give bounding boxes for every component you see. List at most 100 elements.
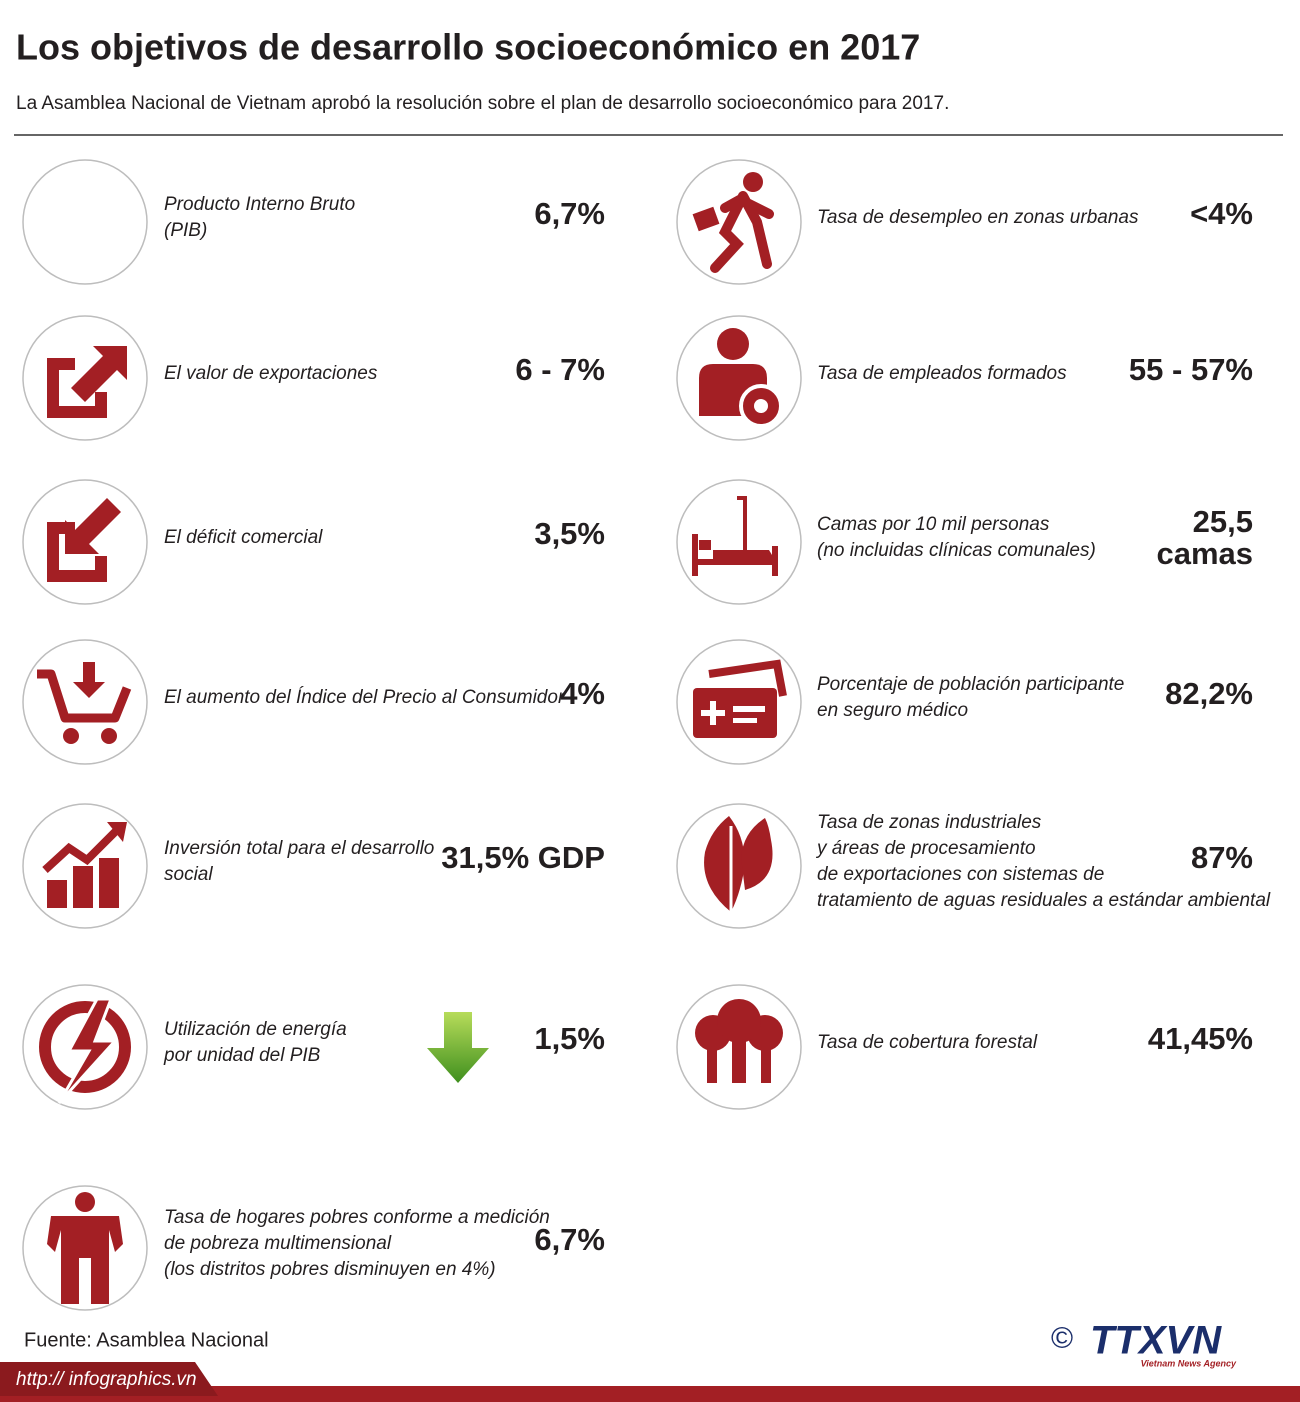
icon-shape (741, 818, 773, 890)
icon-shape (754, 399, 768, 413)
url: http:// infographics.vn (16, 1369, 197, 1390)
icon-shape (71, 346, 127, 402)
icon (693, 659, 787, 738)
item-label: tratamiento de aguas residuales a estánd… (817, 890, 1271, 911)
icon-circle (676, 159, 802, 285)
footer-bar (0, 1386, 1300, 1402)
icon-circle (676, 479, 802, 605)
icon-shape (733, 718, 757, 723)
icon (42, 822, 127, 908)
title: Los objetivos de desarrollo socioeconómi… (16, 27, 920, 68)
icon (692, 172, 774, 273)
icon-shape (717, 999, 761, 1043)
item-label: en seguro médico (817, 700, 968, 721)
item-value: 31,5% GDP (441, 840, 605, 875)
item-label: de pobreza multimensional (164, 1233, 392, 1254)
icon-shape (47, 880, 67, 908)
icon (39, 997, 131, 1105)
item: El aumento del Índice del Precio al Cons… (22, 639, 605, 765)
item-value: 6,7% (534, 196, 605, 231)
icon-shape (73, 866, 93, 908)
item: Tasa de zonas industriales y áreas de pr… (676, 803, 1271, 929)
icon-shape (73, 662, 105, 698)
item-label: Tasa de empleados formados (817, 363, 1067, 384)
item-label: El valor de exportaciones (164, 363, 378, 384)
icon (47, 498, 121, 582)
item: Camas por 10 mil personas (no incluidas c… (676, 479, 1253, 605)
icon-shape (47, 522, 107, 582)
icon-shape (47, 358, 107, 418)
icon-shape (57, 997, 119, 1105)
item: El valor de exportaciones 6 - 7% (22, 315, 605, 441)
icon-circle (22, 159, 148, 285)
icon-shape (737, 496, 747, 550)
item-label: El déficit comercial (164, 527, 323, 548)
icon-shape (693, 688, 777, 738)
icon (704, 816, 773, 916)
icon-shape (743, 172, 763, 192)
item: Producto Interno Bruto (PIB) 6,7% (22, 159, 605, 285)
item-label: social (164, 864, 213, 885)
item-value: 4% (560, 676, 605, 711)
icon-shape (704, 816, 745, 912)
source: Fuente: Asamblea Nacional (24, 1329, 269, 1351)
icon-shape (101, 728, 117, 744)
icon-shape (99, 858, 119, 908)
icon-circle (22, 639, 148, 765)
icon-shape (75, 1192, 95, 1212)
icon-shape (707, 1047, 717, 1083)
icon-shape (63, 728, 79, 744)
item: El déficit comercial 3,5% (22, 479, 605, 605)
logo-sub: Vietnam News Agency (1141, 1358, 1237, 1368)
item-label: (no incluidas clínicas comunales) (817, 540, 1096, 561)
icon-shape (708, 659, 787, 697)
icon (695, 999, 783, 1083)
item-value: 1,5% (534, 1021, 605, 1056)
icon-shape (710, 701, 716, 725)
icon (699, 328, 783, 428)
icon-shape (733, 706, 765, 712)
item-value: 6,7% (534, 1222, 605, 1257)
item: Tasa de empleados formados 55 - 57% (676, 315, 1253, 441)
item-label: Porcentaje de población participante (817, 674, 1124, 695)
item-label: Producto Interno Bruto (164, 194, 355, 215)
item-value: camas (1156, 536, 1253, 571)
icon-shape (692, 534, 778, 576)
icon-shape (65, 498, 121, 554)
icon-shape (47, 1216, 123, 1304)
item-value: <4% (1190, 196, 1253, 231)
down-arrow (427, 1012, 489, 1083)
item: Tasa de desempleo en zonas urbanas <4% (676, 159, 1253, 285)
item-label: El aumento del Índice del Precio al Cons… (164, 687, 565, 708)
icon (37, 662, 132, 744)
icon-shape (699, 540, 711, 550)
url-tab (0, 1362, 218, 1396)
item-label: (los distritos pobres disminuyen en 4%) (164, 1259, 496, 1280)
icon-shape (732, 1041, 746, 1083)
icon-shape (717, 328, 749, 360)
item-label: Camas por 10 mil personas (817, 514, 1050, 535)
item: Tasa de hogares pobres conforme a medici… (22, 1185, 605, 1311)
icon-shape (107, 822, 127, 842)
subtitle: La Asamblea Nacional de Vietnam aprobó l… (16, 93, 949, 114)
item-value: 3,5% (534, 516, 605, 551)
item-value: 82,2% (1165, 676, 1253, 711)
item: Porcentaje de población participante en s… (676, 639, 1253, 765)
item: Tasa de cobertura forestal 41,45% (676, 984, 1253, 1110)
icon-shape (710, 191, 774, 273)
item-label: Tasa de cobertura forestal (817, 1032, 1038, 1053)
icon-shape (713, 550, 775, 560)
item-label: Tasa de hogares pobres conforme a medici… (164, 1207, 550, 1228)
copyright: © (1051, 1322, 1073, 1355)
item-value: 6 - 7% (515, 352, 605, 387)
item-value: 41,45% (1148, 1021, 1253, 1056)
item: Inversión total para el desarrollo social… (22, 803, 605, 929)
icon-shape (42, 825, 122, 873)
icon (692, 496, 778, 576)
item-label: por unidad del PIB (163, 1045, 321, 1066)
logo: TTXVN (1090, 1319, 1222, 1363)
icon-shape (761, 1047, 771, 1083)
item-label: Inversión total para el desarrollo (164, 838, 434, 859)
